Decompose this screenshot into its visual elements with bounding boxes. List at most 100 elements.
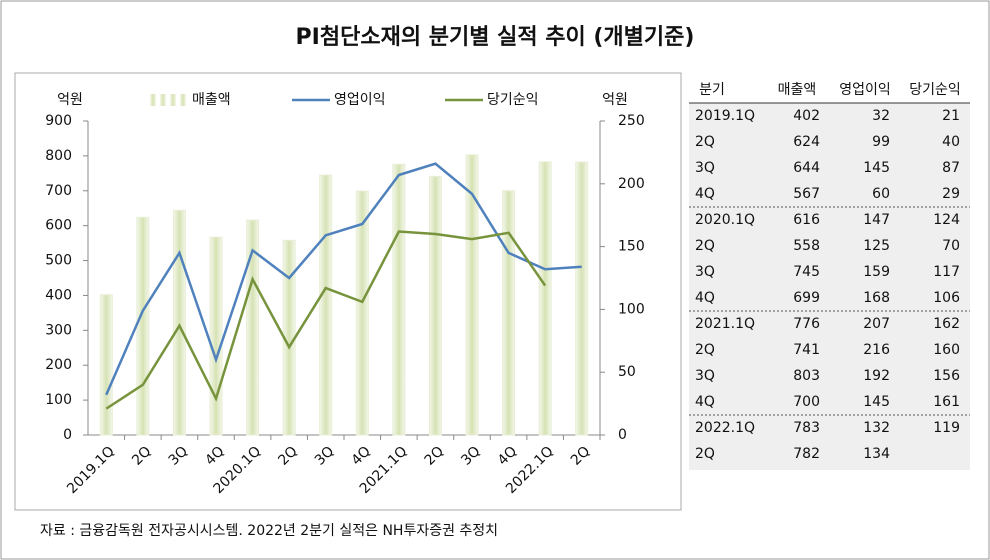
y2-tick-label: 150 bbox=[618, 239, 645, 255]
table-cell: 782 bbox=[793, 446, 820, 462]
y-tick-label: 100 bbox=[45, 392, 72, 408]
y2-tick-label: 100 bbox=[618, 301, 645, 317]
table-cell: 134 bbox=[863, 446, 890, 462]
table-header: 매출액 bbox=[778, 82, 817, 98]
bar bbox=[355, 190, 369, 436]
x-tick-label: 4Q bbox=[202, 443, 227, 468]
table-cell: 2Q bbox=[695, 342, 715, 358]
table-cell: 106 bbox=[933, 290, 960, 306]
y2-tick-label: 50 bbox=[618, 364, 636, 380]
table-cell: 4Q bbox=[695, 394, 715, 410]
y-tick-label: 300 bbox=[45, 322, 72, 338]
source-note: 자료 : 금융감독원 전자공시시스템. 2022년 2분기 실적은 NH투자증권… bbox=[40, 523, 498, 539]
legend-swatch bbox=[150, 94, 156, 106]
legend-label: 매출액 bbox=[192, 92, 231, 108]
table-cell: 3Q bbox=[695, 368, 715, 384]
bar bbox=[428, 175, 442, 436]
x-tick-label: 2Q bbox=[129, 443, 154, 468]
table-cell: 162 bbox=[933, 316, 960, 332]
table-cell: 2022.1Q bbox=[695, 420, 755, 436]
bar bbox=[319, 174, 333, 436]
legend-swatch bbox=[180, 94, 186, 106]
x-tick-label: 2Q bbox=[568, 443, 593, 468]
table-cell: 192 bbox=[863, 368, 890, 384]
x-tick-label: 2019.1Q bbox=[64, 443, 118, 497]
table-cell: 745 bbox=[793, 264, 820, 280]
table-cell: 161 bbox=[933, 394, 960, 410]
table-cell: 125 bbox=[863, 238, 890, 254]
y-tick-label: 0 bbox=[63, 427, 72, 443]
legend-swatch bbox=[160, 94, 166, 106]
bar bbox=[392, 163, 406, 436]
table-cell: 60 bbox=[872, 186, 890, 202]
bar bbox=[99, 294, 113, 436]
bar bbox=[172, 209, 186, 436]
table-cell: 124 bbox=[933, 212, 960, 228]
table-cell: 2Q bbox=[695, 238, 715, 254]
table-cell: 3Q bbox=[695, 264, 715, 280]
table-cell: 2Q bbox=[695, 134, 715, 150]
table-cell: 4Q bbox=[695, 186, 715, 202]
table-cell: 132 bbox=[863, 420, 890, 436]
y-tick-label: 200 bbox=[45, 357, 72, 373]
y-tick-label: 600 bbox=[45, 218, 72, 234]
x-tick-label: 4Q bbox=[349, 443, 374, 468]
table-cell: 4Q bbox=[695, 290, 715, 306]
y2-tick-label: 250 bbox=[618, 113, 645, 129]
line bbox=[105, 162, 582, 396]
table-cell: 700 bbox=[793, 394, 820, 410]
y-tick-label: 900 bbox=[45, 113, 72, 129]
bar bbox=[209, 236, 223, 436]
y-tick-label: 400 bbox=[45, 287, 72, 303]
y2-tick-label: 0 bbox=[618, 427, 627, 443]
legend-label: 영업이익 bbox=[334, 92, 386, 108]
table-cell: 783 bbox=[793, 420, 820, 436]
x-tick-label: 2Q bbox=[275, 443, 300, 468]
table-cell: 119 bbox=[933, 420, 960, 436]
table-cell: 21 bbox=[942, 108, 960, 124]
table-cell: 616 bbox=[793, 212, 820, 228]
table-cell: 2Q bbox=[695, 446, 715, 462]
table-cell: 168 bbox=[863, 290, 890, 306]
table-cell: 29 bbox=[942, 186, 960, 202]
chart-box bbox=[14, 72, 682, 511]
bar bbox=[246, 219, 260, 436]
x-tick-label: 2Q bbox=[422, 443, 447, 468]
table-cell: 402 bbox=[793, 108, 820, 124]
legend-label: 당기순익 bbox=[487, 92, 539, 108]
table-cell: 2019.1Q bbox=[695, 108, 755, 124]
table-cell: 207 bbox=[863, 316, 890, 332]
bar bbox=[538, 161, 552, 436]
table-cell: 699 bbox=[793, 290, 820, 306]
table-cell: 776 bbox=[793, 316, 820, 332]
y-axis-label: 억원 bbox=[57, 92, 83, 108]
table-cell: 3Q bbox=[695, 160, 715, 176]
bar bbox=[575, 161, 589, 436]
table-header: 당기순익 bbox=[909, 82, 961, 98]
x-tick-label: 3Q bbox=[166, 443, 191, 468]
x-tick-label: 4Q bbox=[495, 443, 520, 468]
table-header: 분기 bbox=[699, 82, 725, 98]
table-cell: 147 bbox=[863, 212, 890, 228]
table-cell: 216 bbox=[863, 342, 890, 358]
table-cell: 156 bbox=[933, 368, 960, 384]
table-cell: 70 bbox=[942, 238, 960, 254]
table-cell: 803 bbox=[793, 368, 820, 384]
table-cell: 624 bbox=[793, 134, 820, 150]
legend-swatch bbox=[170, 94, 176, 106]
x-tick-label: 3Q bbox=[458, 443, 483, 468]
table-body bbox=[689, 103, 970, 470]
table-cell: 145 bbox=[863, 160, 890, 176]
bar bbox=[502, 190, 516, 436]
table-cell: 117 bbox=[933, 264, 960, 280]
table-cell: 87 bbox=[942, 160, 960, 176]
chart-title: PI첨단소재의 분기별 실적 추이 (개별기준) bbox=[296, 25, 695, 50]
table-cell: 145 bbox=[863, 394, 890, 410]
table-cell: 567 bbox=[793, 186, 820, 202]
table-cell: 2021.1Q bbox=[695, 316, 755, 332]
table-cell: 558 bbox=[793, 238, 820, 254]
table-cell: 741 bbox=[793, 342, 820, 358]
